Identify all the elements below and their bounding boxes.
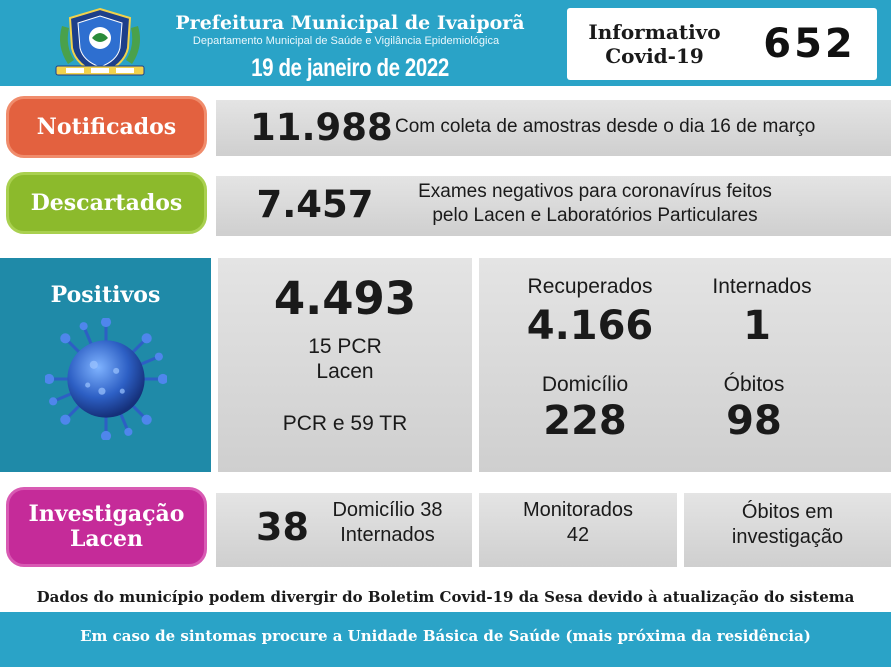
bulletin-label: Informativo Covid-19 xyxy=(577,20,732,68)
domicilio-value: 228 xyxy=(543,398,627,444)
descartados-description: Exames negativos para coronavírus feitos… xyxy=(395,180,795,228)
footer-banner xyxy=(0,612,891,667)
positivos-value: 4.493 xyxy=(273,272,417,325)
positivos-pcr-tr: PCR e 59 TR xyxy=(282,412,408,435)
obitos-investigacao-panel xyxy=(684,493,891,567)
municipal-crest-icon xyxy=(55,7,145,76)
recuperados-value: 4.166 xyxy=(526,303,654,349)
positivos-breakdown-panel xyxy=(479,258,891,472)
investigacao-label-line1: Investigação xyxy=(28,501,185,527)
coronavirus-icon xyxy=(45,318,167,440)
investigacao-panel xyxy=(216,493,472,567)
positivos-pcr-count: 15 PCR xyxy=(308,335,382,358)
descartados-panel xyxy=(216,176,891,236)
descartados-label: Descartados xyxy=(6,172,207,234)
investigacao-label: Investigação Lacen xyxy=(6,487,207,567)
bulletin-label-line2: Covid-19 xyxy=(605,44,704,68)
internados-value: 1 xyxy=(743,303,771,349)
investigacao-label-line2: Lacen xyxy=(69,526,144,552)
notificados-panel xyxy=(216,100,891,156)
monitorados-label: Monitorados xyxy=(522,499,634,521)
footer-text: Em caso de sintomas procure a Unidade Bá… xyxy=(80,627,811,645)
investigacao-detail-line2: Internados xyxy=(340,524,435,546)
descartados-description-line2: pelo Lacen e Laboratórios Particulares xyxy=(432,205,758,226)
internados-label: Internados xyxy=(712,275,812,298)
department-subtitle: Departamento Municipal de Saúde e Vigilâ… xyxy=(192,35,500,47)
investigacao-detail: Domicílio 38 Internados xyxy=(315,498,460,548)
notificados-label: Notificados xyxy=(6,96,207,158)
obitos-investigacao: Óbitos em investigação xyxy=(684,500,891,550)
domicilio-label: Domicílio xyxy=(541,373,629,396)
bulletin-label-line1: Informativo xyxy=(588,20,721,44)
monitorados-panel xyxy=(479,493,677,567)
obitos-label: Óbitos xyxy=(723,373,785,396)
positivos-total-panel xyxy=(218,258,472,472)
descartados-description-line1: Exames negativos para coronavírus feitos xyxy=(418,181,772,202)
recuperados-label: Recuperados xyxy=(527,275,653,298)
bulletin-badge: Informativo Covid-19 652 xyxy=(567,8,877,80)
bulletin-number: 652 xyxy=(763,21,856,67)
bulletin-date: 19 de janeiro de 2022 xyxy=(251,54,449,82)
positivos-label: Positivos xyxy=(50,282,161,308)
notificados-value: 11.988 xyxy=(250,106,393,149)
monitorados: Monitorados 42 xyxy=(479,498,677,548)
investigacao-value: 38 xyxy=(256,505,309,549)
obitos-value: 98 xyxy=(726,398,782,444)
obitos-investigacao-line2: investigação xyxy=(731,526,844,548)
obitos-investigacao-line1: Óbitos em xyxy=(741,501,834,523)
positivos-lab: Lacen xyxy=(316,360,374,383)
investigacao-detail-line1: Domicílio 38 xyxy=(332,499,443,521)
page-title: Prefeitura Municipal de Ivaiporã xyxy=(175,12,525,34)
monitorados-value: 42 xyxy=(566,524,590,546)
disclaimer-text: Dados do município podem divergir do Bol… xyxy=(36,588,855,606)
descartados-value: 7.457 xyxy=(256,183,374,226)
notificados-description: Com coleta de amostras desde o dia 16 de… xyxy=(395,116,816,137)
